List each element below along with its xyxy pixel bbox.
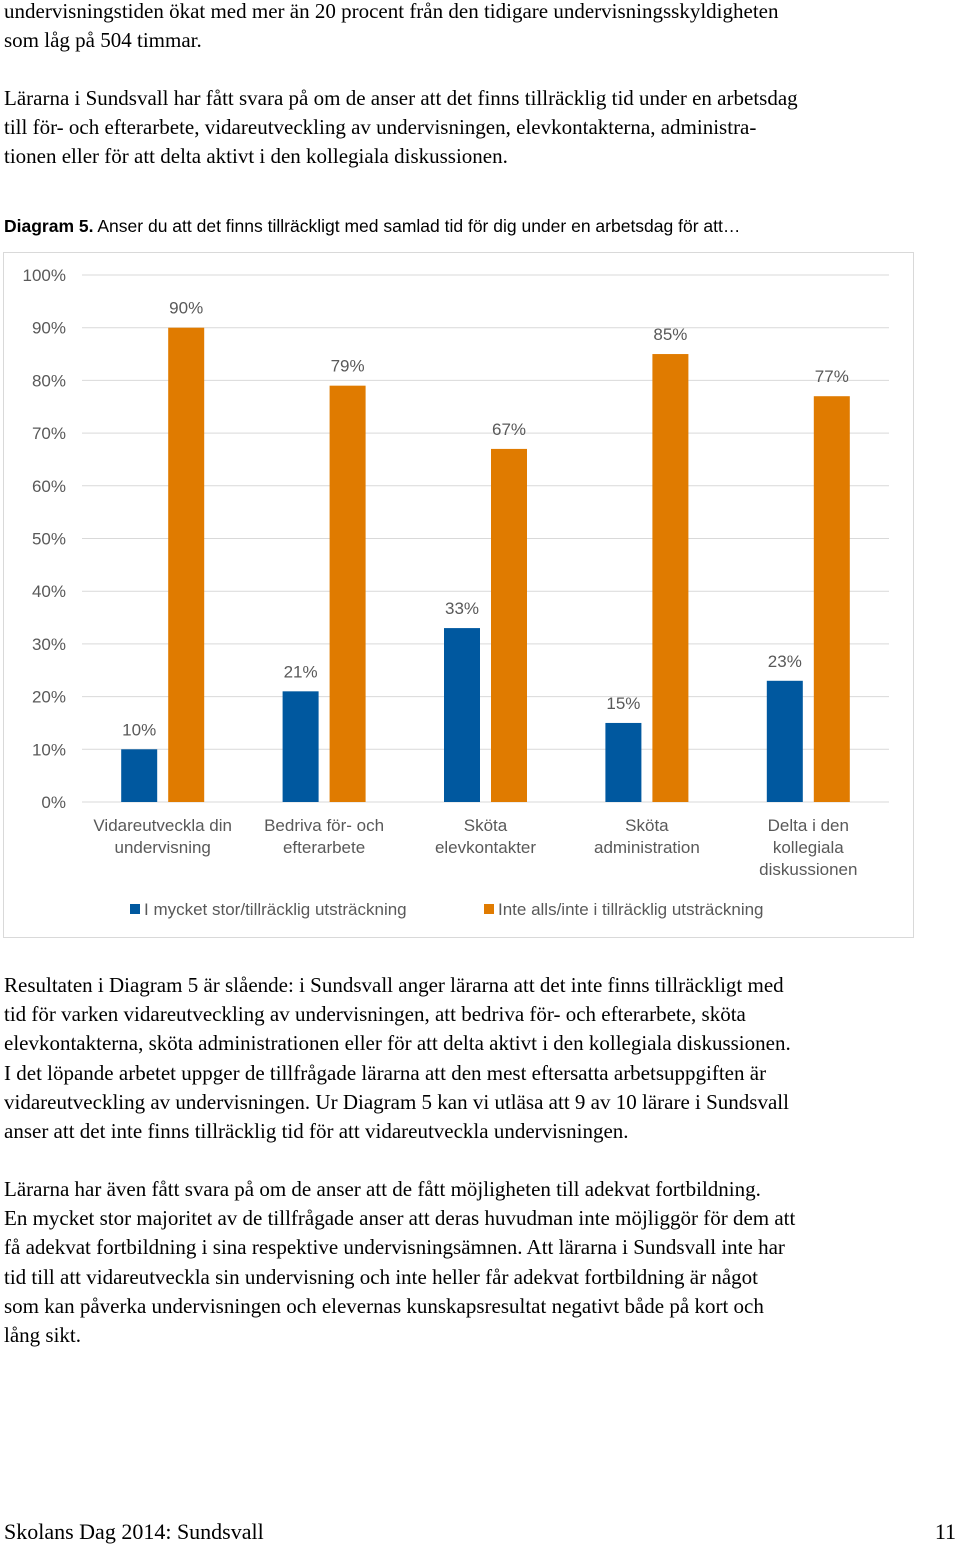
- y-tick-label: 40%: [32, 582, 66, 601]
- data-label: 10%: [122, 720, 156, 739]
- y-tick-label: 10%: [32, 740, 66, 759]
- legend-swatch: [484, 904, 494, 914]
- training-paragraph: Lärarna har även fått svara på om de ans…: [4, 1177, 796, 1348]
- data-label: 90%: [169, 299, 203, 318]
- bar-insufficient: [813, 396, 850, 802]
- bar-insufficient: [329, 385, 366, 802]
- y-tick-label: 70%: [32, 424, 66, 443]
- data-label: 15%: [606, 694, 640, 713]
- y-tick-label: 20%: [32, 688, 66, 707]
- y-tick-label: 0%: [41, 793, 66, 812]
- category-label: Sköta: [464, 816, 508, 835]
- category-label: elevkontakter: [435, 838, 536, 857]
- bar-chart: 0% 10% 20% 30% 40% 50% 60% 70% 80% 90% 100% 10% 90% V…: [23, 266, 889, 919]
- bar-sufficient: [605, 722, 642, 802]
- legend-swatch: [130, 904, 140, 914]
- category-label: administration: [594, 838, 700, 857]
- bar-insufficient: [652, 354, 689, 802]
- category-label: diskussionen: [759, 860, 857, 879]
- y-tick-label: 30%: [32, 635, 66, 654]
- bar-sufficient: [121, 749, 158, 802]
- y-tick-label: 80%: [32, 371, 66, 390]
- category-label: Bedriva för- och: [264, 816, 384, 835]
- footer-title: Skolans Dag 2014: Sundsvall: [4, 1519, 264, 1544]
- intro-paragraph: undervisningstiden ökat med mer än 20 pr…: [4, 0, 779, 53]
- diagram-caption-label: Diagram 5.: [4, 216, 94, 236]
- y-tick-label: 90%: [32, 319, 66, 338]
- data-label: 85%: [653, 325, 687, 344]
- diagram-caption-text: Anser du att det finns tillräckligt med …: [93, 216, 741, 236]
- data-label: 77%: [815, 367, 849, 386]
- results-paragraph: Resultaten i Diagram 5 är slående: i Sun…: [4, 973, 791, 1144]
- bar-insufficient: [491, 448, 527, 802]
- y-tick-label: 60%: [32, 477, 66, 496]
- data-label: 21%: [284, 662, 318, 681]
- category-label: efterarbete: [283, 838, 365, 857]
- category-label: Sköta: [625, 816, 669, 835]
- bar-sufficient: [766, 680, 803, 802]
- y-tick-label: 50%: [32, 530, 66, 549]
- legend-label: Inte alls/inte i tillräcklig utsträcknin…: [498, 900, 764, 919]
- category-label: undervisning: [114, 838, 210, 857]
- category-label: Delta i den: [768, 816, 849, 835]
- chart-frame: 0% 10% 20% 30% 40% 50% 60% 70% 80% 90% 100% 10% 90% V…: [3, 252, 914, 938]
- question-paragraph: Lärarna i Sundsvall har fått svara på om…: [4, 86, 798, 169]
- bar-sufficient: [282, 691, 319, 802]
- data-label: 33%: [445, 599, 479, 618]
- data-label: 23%: [768, 652, 802, 671]
- diagram-caption: Diagram 5. Anser du att det finns tillrä…: [4, 214, 740, 238]
- category-label: kollegiala: [773, 838, 844, 857]
- y-tick-label: 100%: [23, 266, 66, 285]
- data-label: 79%: [331, 357, 365, 376]
- data-label: 67%: [492, 420, 526, 439]
- page-number: 11: [934, 1519, 956, 1544]
- bar-insufficient: [168, 327, 205, 802]
- category-label: Vidareutveckla din: [93, 816, 232, 835]
- bar-sufficient: [444, 628, 480, 802]
- legend-label: I mycket stor/tillräcklig utsträckning: [144, 900, 407, 919]
